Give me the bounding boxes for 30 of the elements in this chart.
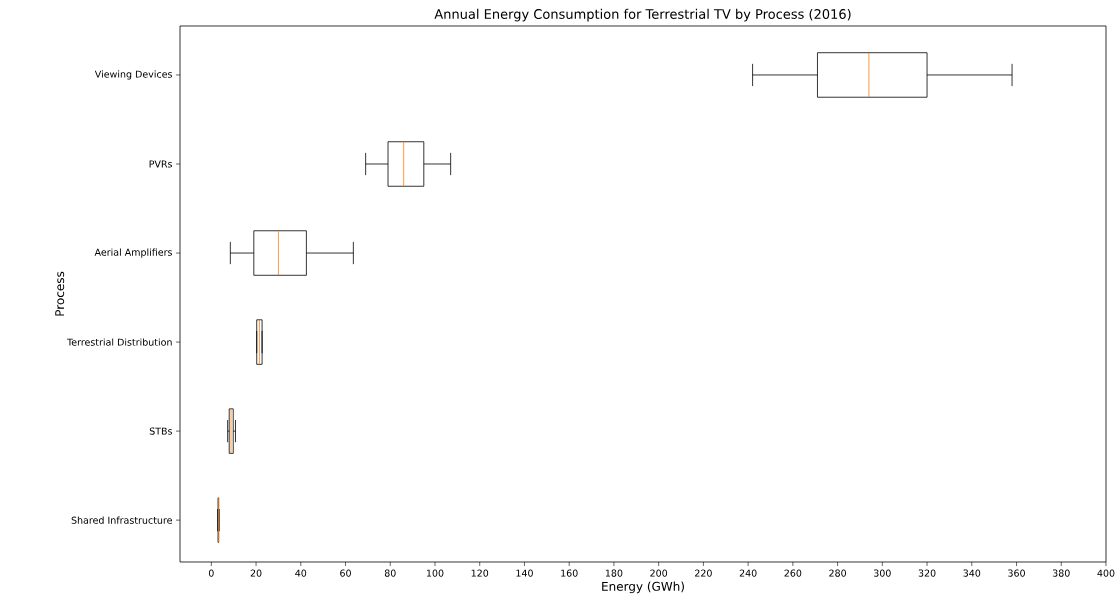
x-tick-label: 20 xyxy=(250,569,262,577)
x-tick-label: 340 xyxy=(963,569,981,577)
chart-title: Annual Energy Consumption for Terrestrial TV by Process (2016) xyxy=(434,8,851,22)
x-tick-label: 140 xyxy=(516,569,533,577)
x-tick-label: 220 xyxy=(695,569,712,577)
x-tick-label: 380 xyxy=(1052,569,1070,577)
x-tick-label: 360 xyxy=(1008,569,1025,577)
x-tick-label: 0 xyxy=(208,569,214,577)
y-tick-label: STBs xyxy=(149,427,173,435)
x-tick-label: 240 xyxy=(739,569,757,577)
y-axis-title: Process xyxy=(55,271,65,316)
x-tick-label: 120 xyxy=(471,569,489,577)
x-tick-label: 40 xyxy=(295,569,307,577)
y-tick-label: Shared Infrastructure xyxy=(71,516,172,524)
y-tick-label: PVRs xyxy=(149,160,173,168)
x-tick-label: 160 xyxy=(561,569,578,577)
y-tick-label: Aerial Amplifiers xyxy=(94,248,173,258)
y-tick-label: Viewing Devices xyxy=(94,70,173,80)
x-tick-label: 300 xyxy=(873,569,891,577)
y-tick-label: Terrestrial Distribution xyxy=(67,338,172,346)
x-axis-title: Energy (GWh) xyxy=(602,581,684,594)
x-tick-label: 80 xyxy=(384,569,396,577)
x-tick-label: 400 xyxy=(1097,569,1115,577)
x-tick-label: 200 xyxy=(650,569,668,577)
x-tick-label: 60 xyxy=(340,569,351,577)
x-tick-label: 280 xyxy=(829,569,847,577)
x-tick-label: 100 xyxy=(426,569,444,577)
x-tick-label: 260 xyxy=(784,569,802,577)
x-tick-label: 320 xyxy=(918,569,936,577)
x-tick-label: 180 xyxy=(605,569,623,577)
